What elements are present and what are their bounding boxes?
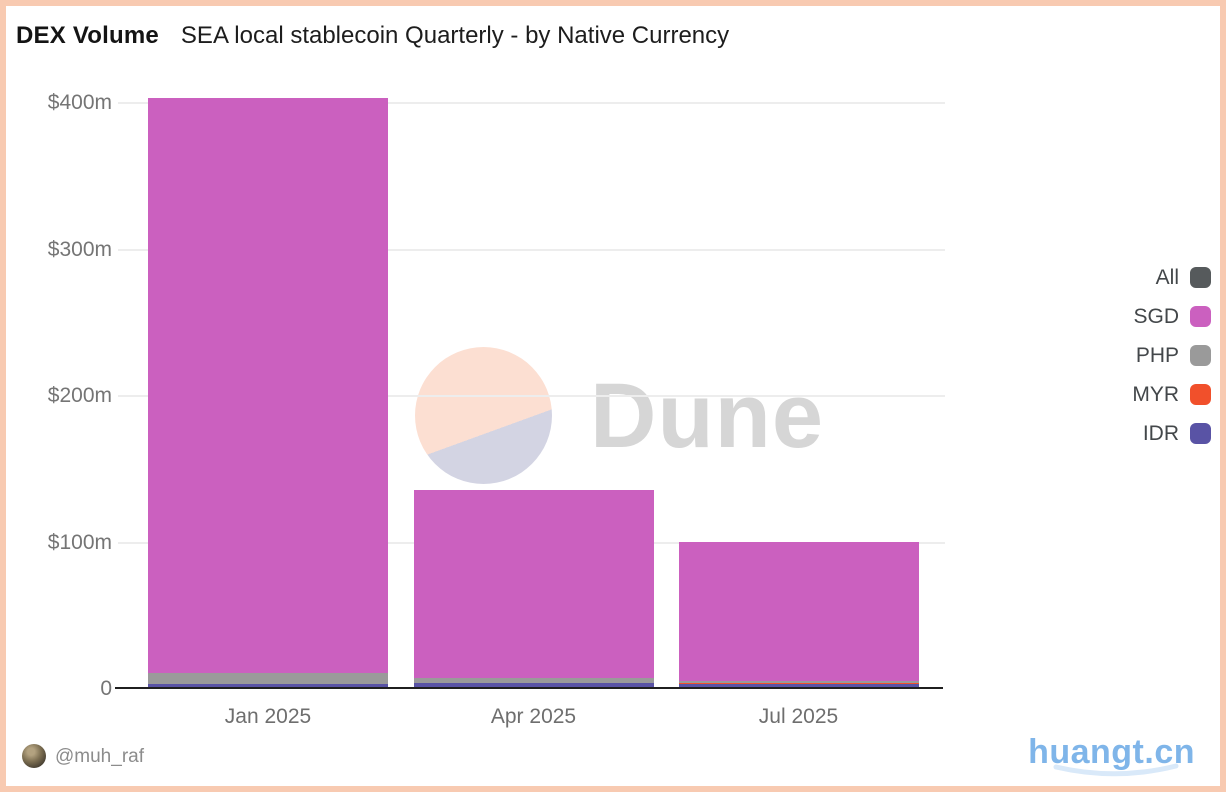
bar-segment-sgd[interactable] [678, 541, 919, 682]
y-axis-label: $300m [47, 237, 112, 261]
x-axis-label: Jul 2025 [758, 705, 839, 728]
legend-swatch [1190, 267, 1211, 288]
bar-segment-sgd[interactable] [148, 97, 388, 674]
legend-label: PHP [1135, 343, 1179, 367]
author-handle: @muh_raf [55, 746, 144, 767]
bar-segment-myr[interactable] [678, 682, 919, 685]
bar-segment-php[interactable] [678, 681, 919, 683]
legend-item-all[interactable]: All [1132, 258, 1211, 297]
legend-item-php[interactable]: PHP [1132, 336, 1211, 375]
bar-segment-sgd[interactable] [413, 490, 654, 679]
gridline [118, 248, 945, 251]
bar-segment-idr[interactable] [413, 682, 654, 688]
x-axis-label: Apr 2025 [490, 705, 577, 728]
dune-watermark-text: Dune [590, 365, 824, 467]
legend-label: IDR [1142, 421, 1179, 445]
legend-item-sgd[interactable]: SGD [1132, 297, 1211, 336]
legend-label: SGD [1133, 304, 1179, 328]
dune-logo-icon [415, 347, 552, 484]
chart-title: DEX Volume [16, 22, 159, 49]
x-axis-label: Jan 2025 [224, 705, 312, 728]
legend-label: All [1155, 265, 1179, 289]
bar-segment-idr[interactable] [678, 684, 919, 688]
legend-swatch [1190, 423, 1211, 444]
chart-subtitle: SEA local stablecoin Quarterly - by Nati… [180, 22, 730, 49]
chart-header: DEX Volume SEA local stablecoin Quarterl… [16, 22, 729, 50]
author-avatar [22, 744, 46, 768]
watermark-site: huangt.cn [1028, 733, 1195, 771]
legend-item-myr[interactable]: MYR [1132, 375, 1211, 414]
legend-swatch [1190, 384, 1211, 405]
gridline [118, 102, 945, 104]
x-axis-line [115, 687, 943, 689]
bar-segment-php[interactable] [148, 673, 388, 684]
y-axis-label: $400m [47, 91, 112, 114]
legend-swatch [1190, 306, 1211, 327]
y-axis-label: 0 [100, 677, 112, 700]
legend: All SGD PHP MYR IDR [1132, 258, 1211, 453]
bar-segment-idr[interactable] [148, 683, 388, 688]
legend-label: MYR [1132, 382, 1179, 406]
gridline [118, 395, 945, 397]
y-axis-label: $200m [47, 384, 112, 407]
bar-segment-php[interactable] [413, 678, 654, 683]
watermark-swoosh-icon [1053, 763, 1179, 777]
legend-item-idr[interactable]: IDR [1132, 414, 1211, 453]
y-axis-label: $100m [47, 530, 112, 554]
legend-swatch [1190, 345, 1211, 366]
